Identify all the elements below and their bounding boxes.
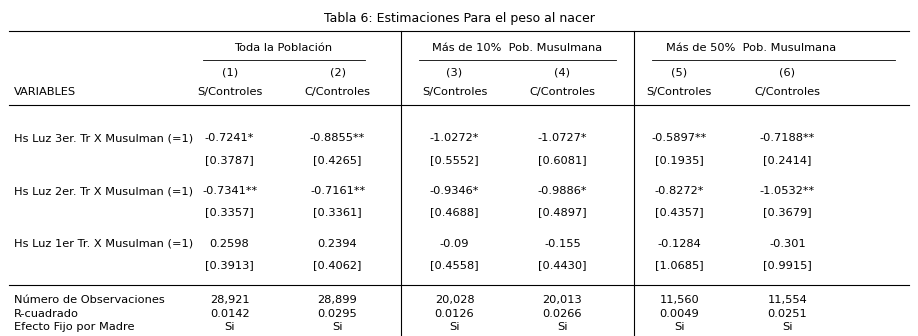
Text: Número de Observaciones: Número de Observaciones [14, 295, 164, 305]
Text: [0.4265]: [0.4265] [313, 155, 362, 165]
Text: Hs Luz 3er. Tr X Musulman (=1): Hs Luz 3er. Tr X Musulman (=1) [14, 133, 193, 143]
Text: 0.2598: 0.2598 [209, 239, 250, 249]
Text: [0.4897]: [0.4897] [538, 207, 587, 217]
Text: [0.3361]: [0.3361] [313, 207, 362, 217]
Text: C/Controles: C/Controles [305, 87, 371, 97]
Text: -0.7161**: -0.7161** [310, 186, 365, 196]
Text: [0.5552]: [0.5552] [431, 155, 479, 165]
Text: [0.1935]: [0.1935] [655, 155, 704, 165]
Text: 0.0142: 0.0142 [210, 308, 250, 319]
Text: [0.4558]: [0.4558] [431, 260, 479, 270]
Text: R-cuadrado: R-cuadrado [14, 308, 79, 319]
Text: 28,899: 28,899 [318, 295, 357, 305]
Text: [0.4357]: [0.4357] [655, 207, 704, 217]
Text: 20,013: 20,013 [543, 295, 582, 305]
Text: (3): (3) [446, 68, 463, 78]
Text: 28,921: 28,921 [210, 295, 250, 305]
Text: [1.0685]: [1.0685] [655, 260, 704, 270]
Text: [0.3787]: [0.3787] [206, 155, 254, 165]
Text: [0.3913]: [0.3913] [206, 260, 254, 270]
Text: (5): (5) [671, 68, 688, 78]
Text: Efecto Fijo por Madre: Efecto Fijo por Madre [14, 322, 134, 332]
Text: [0.2414]: [0.2414] [763, 155, 812, 165]
Text: -0.7188**: -0.7188** [760, 133, 815, 143]
Text: [0.4430]: [0.4430] [538, 260, 587, 270]
Text: Si: Si [332, 322, 342, 332]
Text: -0.301: -0.301 [769, 239, 806, 249]
Text: -0.5897**: -0.5897** [652, 133, 707, 143]
Text: Si: Si [224, 322, 235, 332]
Text: -0.7341**: -0.7341** [202, 186, 257, 196]
Text: S/Controles: S/Controles [196, 87, 263, 97]
Text: [0.4062]: [0.4062] [313, 260, 362, 270]
Text: -0.1284: -0.1284 [657, 239, 701, 249]
Text: [0.9915]: [0.9915] [763, 260, 812, 270]
Text: -1.0727*: -1.0727* [538, 133, 588, 143]
Text: C/Controles: C/Controles [530, 87, 596, 97]
Text: -0.09: -0.09 [440, 239, 469, 249]
Text: 11,560: 11,560 [659, 295, 700, 305]
Text: -1.0532**: -1.0532** [760, 186, 815, 196]
Text: [0.4688]: [0.4688] [431, 207, 479, 217]
Text: 0.0251: 0.0251 [767, 308, 807, 319]
Text: 0.0295: 0.0295 [318, 308, 357, 319]
Text: (6): (6) [779, 68, 795, 78]
Text: 0.0266: 0.0266 [543, 308, 582, 319]
Text: (1): (1) [221, 68, 238, 78]
Text: -0.7241*: -0.7241* [205, 133, 254, 143]
Text: -0.9886*: -0.9886* [538, 186, 588, 196]
Text: Hs Luz 2er. Tr X Musulman (=1): Hs Luz 2er. Tr X Musulman (=1) [14, 186, 193, 196]
Text: -0.9346*: -0.9346* [430, 186, 479, 196]
Text: C/Controles: C/Controles [755, 87, 821, 97]
Text: (2): (2) [330, 68, 345, 78]
Text: -1.0272*: -1.0272* [430, 133, 479, 143]
Text: Toda la Población: Toda la Población [234, 43, 332, 53]
Text: Si: Si [782, 322, 792, 332]
Text: -0.155: -0.155 [544, 239, 581, 249]
Text: S/Controles: S/Controles [646, 87, 712, 97]
Text: 11,554: 11,554 [767, 295, 807, 305]
Text: (4): (4) [554, 68, 570, 78]
Text: 20,028: 20,028 [435, 295, 475, 305]
Text: [0.6081]: [0.6081] [538, 155, 587, 165]
Text: 0.0126: 0.0126 [435, 308, 475, 319]
Text: Más de 10%  Pob. Musulmana: Más de 10% Pob. Musulmana [432, 43, 602, 53]
Text: Hs Luz 1er Tr. X Musulman (=1): Hs Luz 1er Tr. X Musulman (=1) [14, 239, 193, 249]
Text: S/Controles: S/Controles [421, 87, 487, 97]
Text: -0.8855**: -0.8855** [310, 133, 365, 143]
Text: Si: Si [449, 322, 460, 332]
Text: Si: Si [557, 322, 567, 332]
Text: [0.3357]: [0.3357] [206, 207, 254, 217]
Text: 0.0049: 0.0049 [659, 308, 700, 319]
Text: Tabla 6: Estimaciones Para el peso al nacer: Tabla 6: Estimaciones Para el peso al na… [323, 12, 595, 25]
Text: VARIABLES: VARIABLES [14, 87, 76, 97]
Text: Más de 50%  Pob. Musulmana: Más de 50% Pob. Musulmana [666, 43, 836, 53]
Text: 0.2394: 0.2394 [318, 239, 357, 249]
Text: [0.3679]: [0.3679] [763, 207, 812, 217]
Text: -0.8272*: -0.8272* [655, 186, 704, 196]
Text: Si: Si [674, 322, 685, 332]
